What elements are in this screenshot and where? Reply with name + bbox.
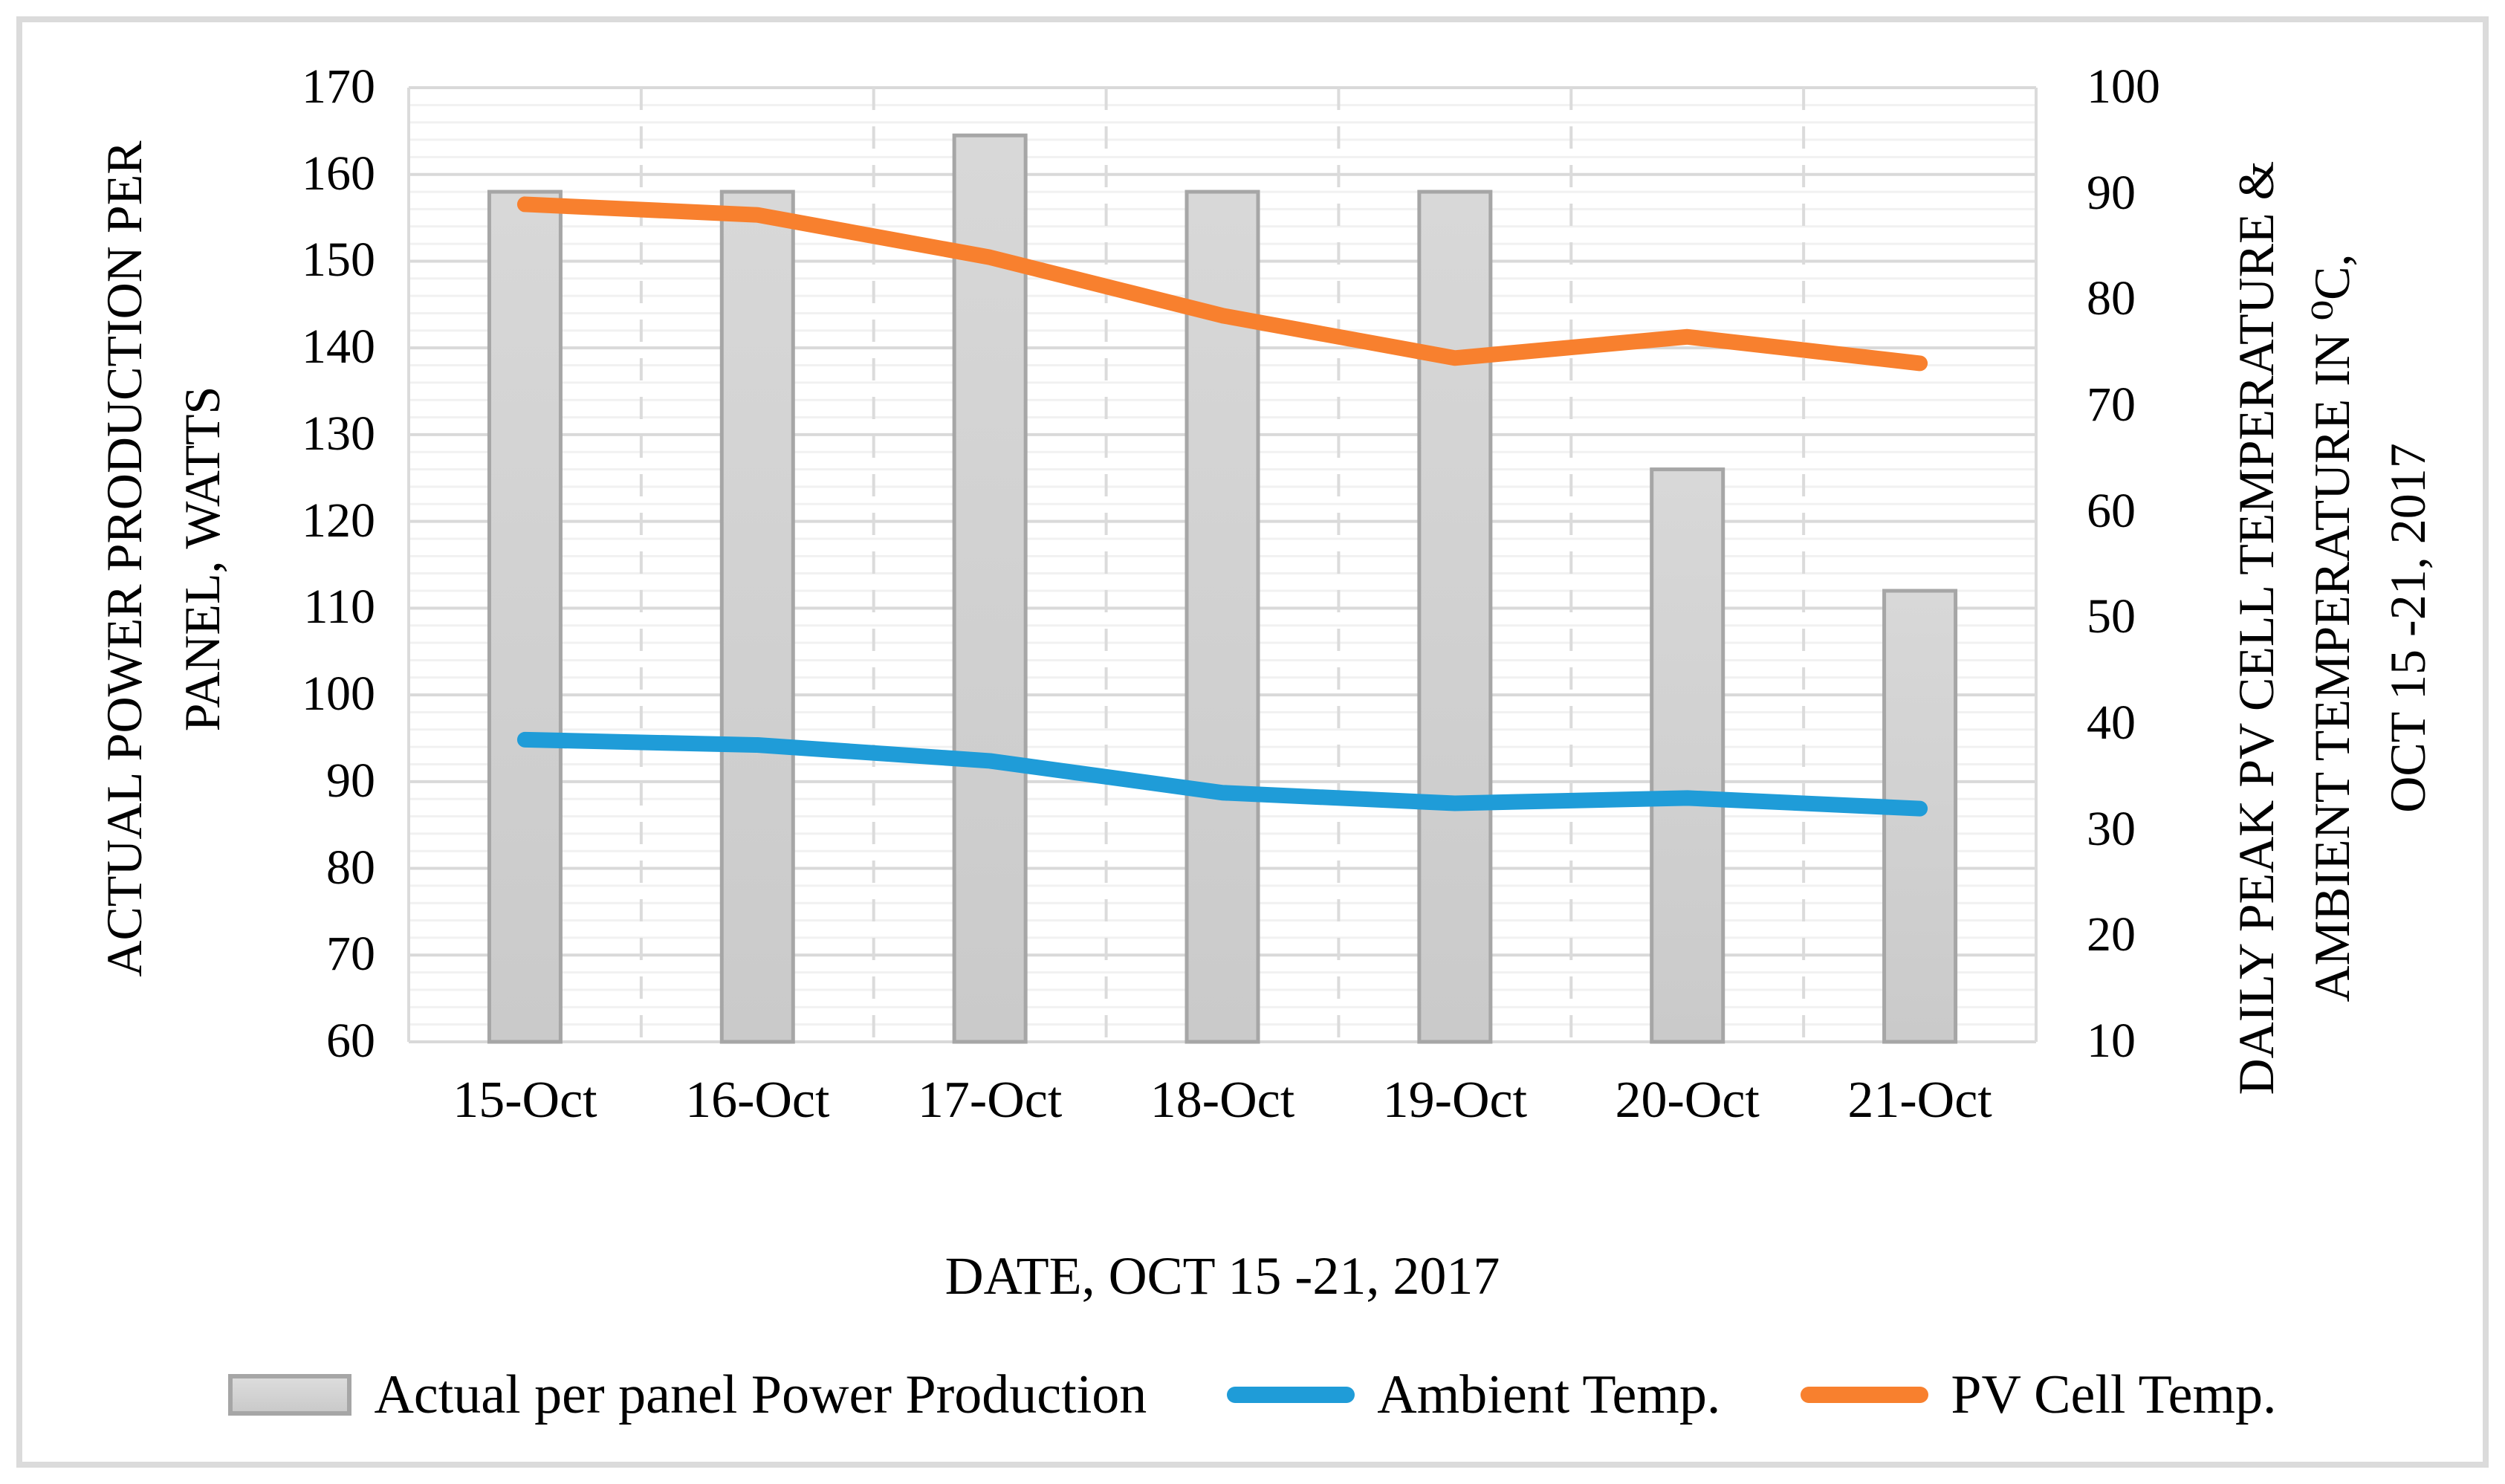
- bar-18-Oct: [1185, 189, 1260, 1044]
- bar-21-Oct: [1882, 589, 1958, 1044]
- x-axis-label-16-Oct: 16-Oct: [685, 1072, 830, 1129]
- legend-item-ambient-temp: Ambient Temp.: [1227, 1365, 1720, 1425]
- left-axis-tick: 90: [326, 753, 375, 808]
- right-axis-tick: 20: [2087, 907, 2136, 962]
- left-axis-tick: 170: [302, 59, 375, 114]
- right-axis-tick: 100: [2087, 59, 2160, 114]
- bar-16-Oct: [719, 189, 795, 1044]
- legend: Actual per panel Power Production Ambien…: [0, 1354, 2505, 1436]
- bar-swatch-icon: [228, 1374, 352, 1416]
- x-axis-label-20-Oct: 20-Oct: [1615, 1072, 1760, 1129]
- bar-17-Oct: [952, 133, 1028, 1044]
- pv-cell-temp-line: [516, 196, 1928, 372]
- left-axis-tick: 130: [302, 406, 375, 461]
- right-axis-tick: 90: [2087, 165, 2136, 220]
- x-axis-label-15-Oct: 15-Oct: [453, 1072, 597, 1129]
- x-axis-label-18-Oct: 18-Oct: [1150, 1072, 1295, 1129]
- left-axis-tick: 100: [302, 667, 375, 722]
- left-axis-tick: 140: [302, 320, 375, 375]
- right-axis-tick: 40: [2087, 696, 2136, 750]
- right-axis-tick: 60: [2087, 483, 2136, 538]
- right-axis-tick: 10: [2087, 1014, 2136, 1068]
- left-axis-tick: 110: [303, 580, 375, 635]
- legend-item-power-production: Actual per panel Power Production: [228, 1365, 1147, 1425]
- ambient-line-swatch-icon: [1227, 1387, 1355, 1403]
- left-axis-tick: 150: [302, 233, 375, 288]
- x-axis-label-17-Oct: 17-Oct: [917, 1072, 1063, 1129]
- left-axis-tick: 160: [302, 146, 375, 201]
- left-axis-tick: 80: [326, 840, 375, 895]
- x-axis-title: DATE, OCT 15 -21, 2017: [944, 1246, 1500, 1306]
- legend-label-pv-cell-temp: PV Cell Temp.: [1951, 1364, 2277, 1425]
- ambient-temp-line: [516, 731, 1928, 817]
- legend-item-pv-cell-temp: PV Cell Temp.: [1801, 1364, 2277, 1425]
- x-axis-label-21-Oct: 21-Oct: [1847, 1072, 1992, 1129]
- left-axis-tick: 60: [326, 1014, 375, 1068]
- x-axis-label-19-Oct: 19-Oct: [1382, 1072, 1528, 1129]
- bar-20-Oct: [1650, 467, 1725, 1044]
- bar-19-Oct: [1417, 189, 1493, 1044]
- left-axis-tick: 120: [302, 493, 375, 548]
- left-axis-tick: 70: [326, 927, 375, 982]
- right-axis-tick: 30: [2087, 801, 2136, 856]
- right-axis-tick: 70: [2087, 378, 2136, 432]
- right-axis-tick: 80: [2087, 271, 2136, 326]
- pv-cell-line-swatch-icon: [1801, 1387, 1929, 1403]
- right-axis-tick: 50: [2087, 589, 2136, 644]
- legend-label-power-production: Actual per panel Power Production: [374, 1364, 1147, 1425]
- bar-15-Oct: [487, 189, 563, 1044]
- legend-label-ambient-temp: Ambient Temp.: [1377, 1364, 1721, 1425]
